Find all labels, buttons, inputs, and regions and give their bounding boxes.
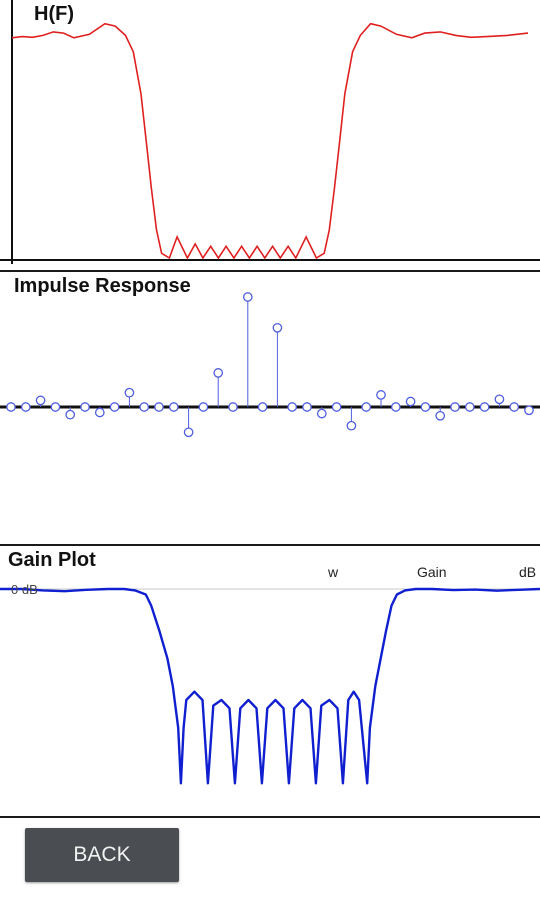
impulse-point (213, 368, 224, 378)
back-button[interactable]: BACK (25, 828, 179, 882)
gain-plot-title: Gain Plot (8, 549, 96, 571)
impulse-point (420, 402, 431, 412)
impulse-response-title: Impulse Response (14, 275, 191, 297)
impulse-point (168, 402, 179, 412)
gain-series-line (0, 587, 540, 785)
impulse-point (346, 420, 357, 431)
impulse-point (272, 322, 283, 333)
impulse-point (361, 402, 372, 412)
impulse-point (331, 402, 342, 412)
impulse-point (302, 402, 312, 412)
impulse-point (435, 410, 446, 421)
zero-db-label: 0 dB (11, 582, 38, 597)
impulse-point (65, 409, 76, 420)
gain-col-gain: Gain (417, 564, 447, 580)
impulse-point (50, 402, 61, 412)
impulse-point (198, 402, 209, 412)
impulse-point (464, 402, 475, 412)
hf-series-line (11, 22, 529, 260)
impulse-point (154, 402, 164, 412)
divider-middle (0, 544, 540, 546)
hf-title: H(F) (34, 3, 74, 25)
impulse-point (257, 402, 268, 412)
impulse-point (6, 402, 16, 412)
impulse-point (139, 402, 150, 412)
impulse-point (376, 390, 386, 400)
impulse-point (494, 394, 505, 405)
frequency-response-chart (0, 0, 540, 264)
impulse-point (80, 402, 90, 412)
impulse-point (524, 405, 534, 416)
impulse-point (20, 402, 31, 412)
impulse-point (316, 408, 327, 419)
divider-bottom (0, 816, 540, 818)
impulse-point (509, 402, 520, 412)
footer-bar: BACK (0, 818, 540, 900)
impulse-point (183, 427, 194, 438)
impulse-response-panel: Impulse Response (0, 272, 540, 544)
impulse-point (124, 387, 135, 398)
gain-col-db: dB (519, 564, 537, 580)
divider-top (0, 270, 540, 272)
impulse-response-chart (0, 292, 540, 438)
impulse-point (242, 292, 253, 302)
impulse-point (405, 396, 416, 407)
frequency-response-panel: H(F) (0, 0, 540, 270)
impulse-point (287, 402, 298, 412)
impulse-point (479, 402, 490, 412)
gain-plot-panel: Gain Plot w Gain dB 0 dB (0, 546, 540, 816)
impulse-point (450, 402, 460, 412)
impulse-point (35, 395, 46, 406)
gain-plot-chart (0, 587, 540, 785)
impulse-point (228, 402, 238, 412)
gain-col-w: w (328, 564, 339, 580)
impulse-point (94, 407, 105, 418)
impulse-point (109, 402, 120, 412)
impulse-point (390, 402, 401, 412)
